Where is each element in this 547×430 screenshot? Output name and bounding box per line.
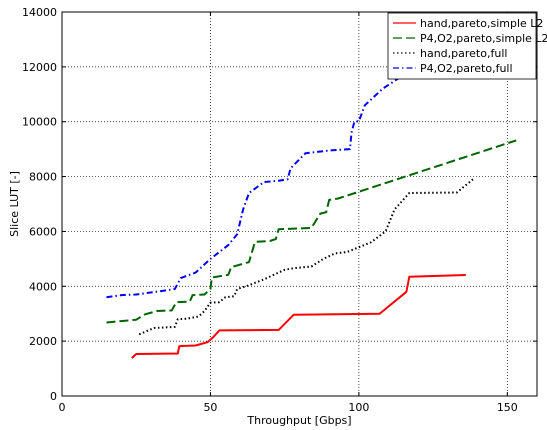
ticks: 0 50 100 150 0 2000 4000 6000 8000 10000 12000 1400… [22, 6, 537, 414]
y-tick-label: 2000 [29, 335, 57, 348]
x-tick-label: 0 [59, 401, 66, 414]
legend-label: P4,O2,pareto,simple L2 [420, 32, 547, 45]
series-line-2 [106, 139, 517, 324]
series-layer [106, 71, 517, 359]
x-tick-label: 100 [348, 401, 369, 414]
legend-box [387, 12, 537, 80]
y-tick-label: 10000 [22, 116, 57, 129]
legend: hand,pareto,simple L2 P4,O2,pareto,simple… [387, 12, 547, 80]
x-axis-label: Throughput [Gbps] [246, 414, 351, 427]
legend-label: hand,pareto,simple L2 [420, 17, 543, 30]
x-tick-label: 150 [497, 401, 518, 414]
y-tick-label: 12000 [22, 61, 57, 74]
series-line-3 [138, 177, 476, 336]
y-axis-label: Slice LUT [-] [8, 171, 21, 237]
y-tick-label: 8000 [29, 171, 57, 184]
y-tick-label: 0 [50, 390, 57, 403]
series-line-4 [106, 71, 419, 299]
legend-label: hand,pareto,full [420, 47, 507, 60]
y-tick-label: 4000 [29, 280, 57, 293]
x-tick-label: 50 [203, 401, 217, 414]
legend-label: P4,O2,pareto,full [420, 62, 513, 75]
y-tick-label: 6000 [29, 225, 57, 238]
plot-frame [61, 11, 538, 397]
series-line-1 [131, 274, 466, 359]
y-tick-label: 14000 [22, 6, 57, 19]
